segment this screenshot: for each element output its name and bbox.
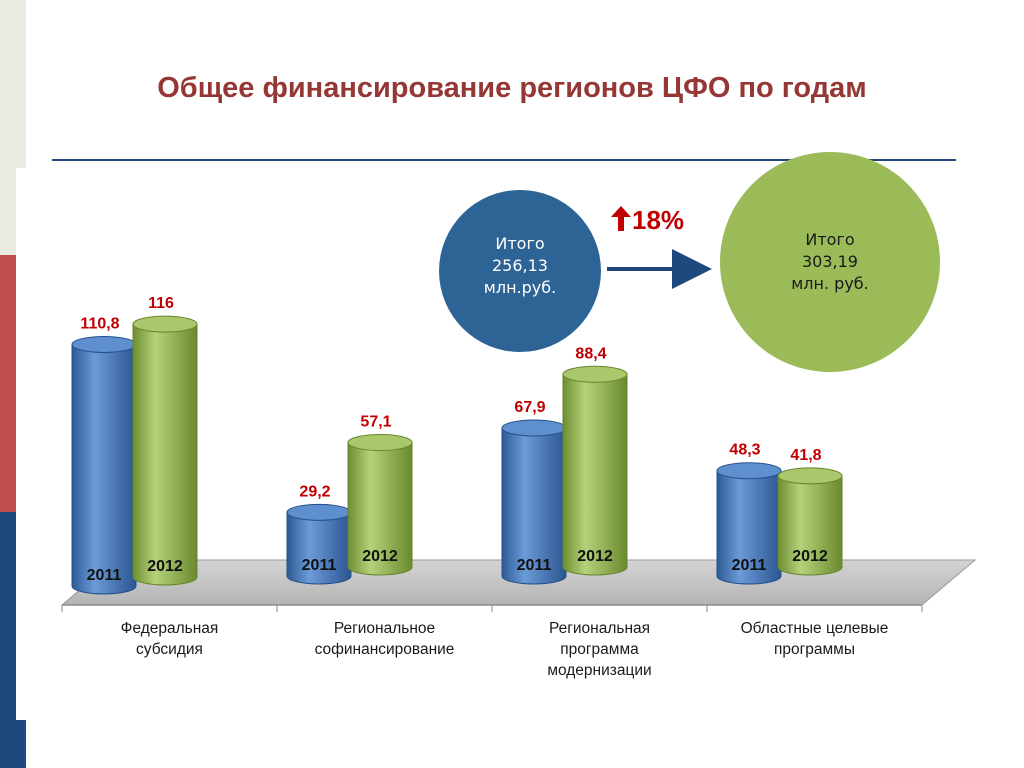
category-label-line: программы: [774, 641, 855, 658]
data-label: 41,8: [790, 447, 821, 464]
category-label-line: программа: [560, 641, 639, 658]
category-label-line: Региональная: [549, 620, 650, 637]
series-label-2011: 2011: [732, 557, 767, 574]
category-label-line: субсидия: [136, 641, 203, 658]
growth-percent: 18%: [632, 205, 685, 235]
bar-top-2012: [777, 467, 843, 485]
bar-2012: [777, 475, 843, 576]
total-2011-circle: [439, 190, 601, 352]
bar-top-2012: [132, 315, 198, 333]
total-2011-text: Итого 256,13 млн.руб.: [470, 233, 570, 299]
category-label-line: Региональное: [334, 620, 435, 637]
category-label: Федеральная субсидия: [121, 620, 219, 658]
data-label: 67,9: [514, 399, 545, 416]
category-label: Региональная программа модернизации: [547, 620, 651, 679]
growth-indicator: 18%: [610, 204, 684, 236]
bar-2012: [562, 373, 628, 576]
page-title: Общее финансирование регионов ЦФО по год…: [157, 72, 867, 104]
total-2012-circle: [720, 152, 940, 372]
category-label: Региональное софинансирование: [315, 620, 455, 658]
title-divider: [52, 159, 956, 161]
category-label: Областные целевые программы: [741, 620, 889, 658]
category-label-line: Федеральная: [121, 620, 219, 637]
bar-2011: [716, 470, 782, 585]
bar-top-2011: [286, 503, 352, 521]
bar-2011: [71, 343, 137, 595]
bar-top-2012: [562, 365, 628, 383]
bar-top-2011: [501, 419, 567, 437]
bar-2011: [501, 427, 567, 585]
category-label-line: Областные целевые: [741, 620, 889, 637]
slide-panel-edge: [16, 168, 30, 720]
data-label: 110,8: [80, 315, 119, 332]
data-label: 29,2: [299, 483, 330, 500]
total-2011-label: Итого: [495, 234, 545, 253]
total-2012-unit: млн. руб.: [791, 274, 869, 293]
total-2012-value: 303,19: [802, 252, 858, 271]
bar-2012: [347, 442, 413, 576]
total-2012-text: Итого 303,19 млн. руб.: [760, 229, 900, 295]
series-label-2011: 2011: [517, 557, 552, 574]
total-2011-unit: млн.руб.: [483, 278, 557, 297]
bar-top-2011: [716, 462, 782, 480]
data-label: 116: [148, 295, 174, 312]
series-label-2012: 2012: [362, 548, 398, 565]
data-label: 48,3: [729, 442, 760, 459]
series-label-2012: 2012: [792, 548, 828, 565]
bar-top-2011: [71, 335, 137, 353]
total-2012-label: Итого: [805, 230, 855, 249]
bar-top-2012: [347, 434, 413, 452]
data-label: 88,4: [575, 345, 606, 362]
arrow-up-icon: [611, 206, 631, 231]
series-label-2011: 2011: [302, 557, 337, 574]
total-2011-value: 256,13: [492, 256, 548, 275]
series-label-2012: 2012: [147, 558, 183, 575]
category-label-line: софинансирование: [315, 641, 455, 658]
bar-2012: [132, 323, 198, 586]
bar-2011: [286, 511, 352, 585]
category-label-line: модернизации: [547, 662, 651, 679]
series-label-2012: 2012: [577, 548, 613, 565]
data-label: 57,1: [360, 414, 391, 431]
series-label-2011: 2011: [87, 567, 122, 584]
